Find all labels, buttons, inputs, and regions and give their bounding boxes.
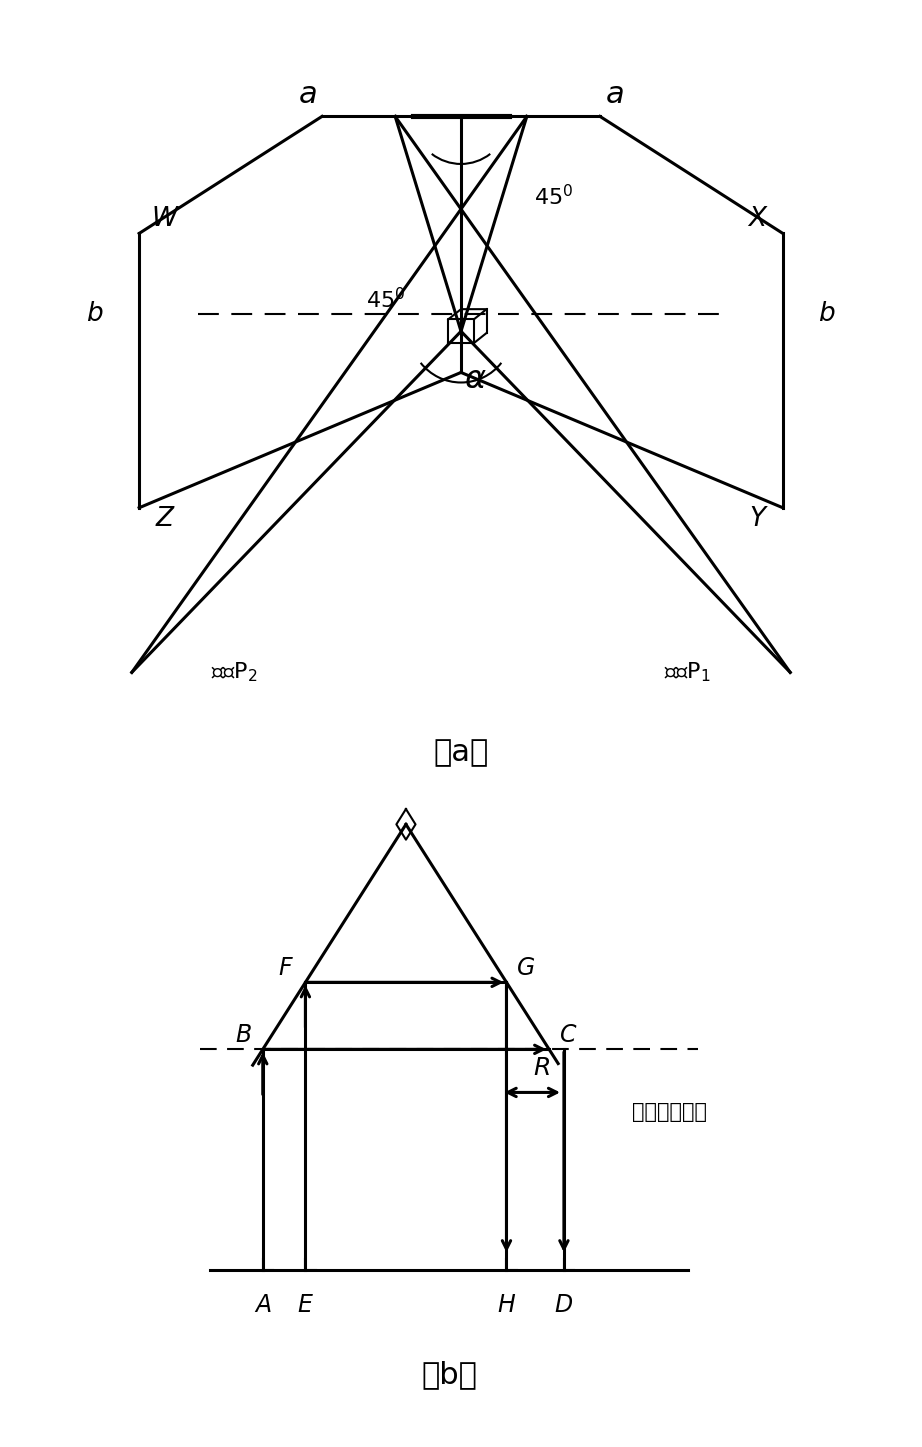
Text: $F$: $F$ [278, 956, 294, 980]
Text: $R$: $R$ [534, 1056, 550, 1081]
Text: 视线P$_1$: 视线P$_1$ [665, 661, 711, 684]
Text: $B$: $B$ [235, 1023, 252, 1048]
Text: W: W [151, 205, 178, 232]
Text: $H$: $H$ [497, 1294, 516, 1317]
Text: $45^0$: $45^0$ [534, 184, 573, 210]
Text: $\alpha$: $\alpha$ [465, 365, 487, 395]
Text: X: X [749, 205, 766, 232]
Text: 视线P$_2$: 视线P$_2$ [211, 661, 257, 684]
Text: （a）: （a） [433, 738, 489, 767]
Text: $G$: $G$ [516, 956, 535, 980]
Text: $a$: $a$ [605, 80, 624, 109]
Text: $45^0$: $45^0$ [366, 287, 405, 313]
Text: Z: Z [156, 506, 173, 531]
Text: $D$: $D$ [554, 1294, 573, 1317]
Text: $A$: $A$ [254, 1294, 272, 1317]
Text: Y: Y [750, 506, 765, 531]
Text: $b$: $b$ [87, 301, 104, 327]
Text: （b）: （b） [421, 1360, 477, 1389]
Text: $C$: $C$ [559, 1023, 577, 1048]
Text: $b$: $b$ [818, 301, 835, 327]
Text: 雷达发射信号: 雷达发射信号 [632, 1101, 707, 1121]
Text: $a$: $a$ [298, 80, 317, 109]
Text: $E$: $E$ [297, 1294, 313, 1317]
